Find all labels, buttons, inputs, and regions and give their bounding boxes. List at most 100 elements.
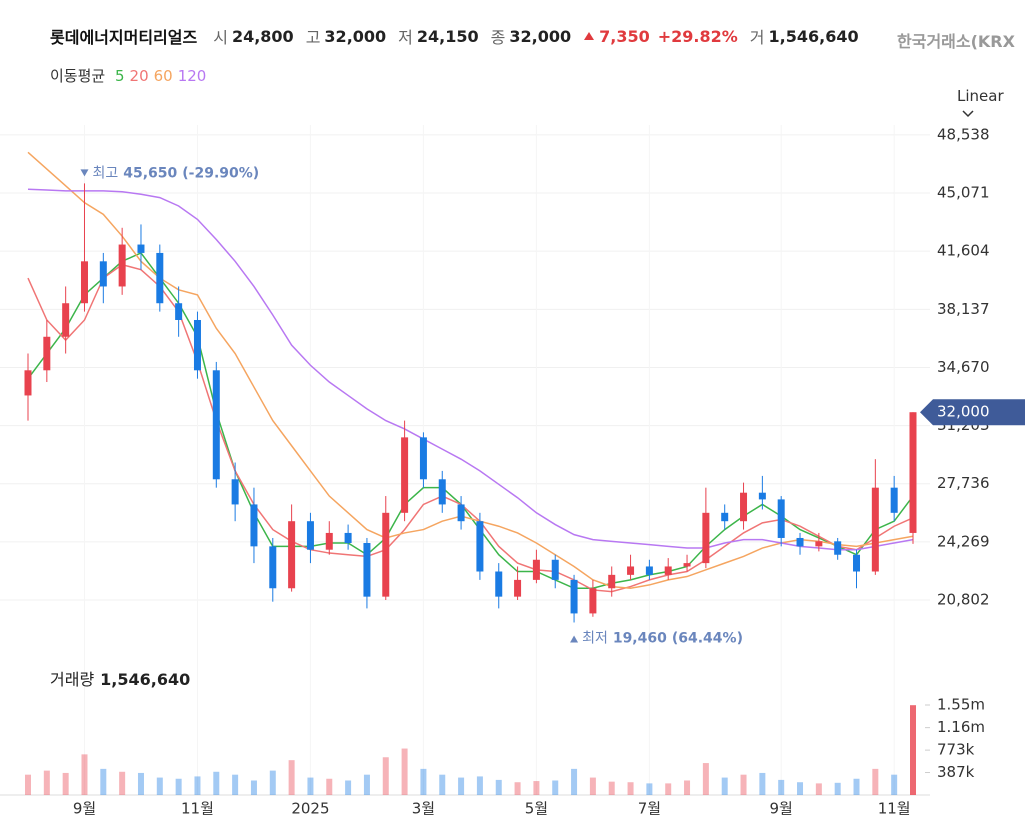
ma-legend-title: 이동평균 <box>50 67 106 85</box>
annotation-label: 45,650 <box>123 165 177 181</box>
candle-body <box>288 521 296 589</box>
volume-bar <box>175 778 182 795</box>
annotation-label: 19,460 <box>613 630 667 646</box>
volume-title: 거래량 1,546,640 <box>50 670 190 689</box>
change-pct: +29.82% <box>657 26 738 46</box>
volume-bar <box>514 782 521 795</box>
candle-body <box>758 492 766 500</box>
annotation-arrow <box>80 169 89 177</box>
volume-bar <box>100 768 107 795</box>
candle-body <box>457 504 465 522</box>
candle-body <box>683 563 691 567</box>
volume-bar <box>778 779 785 795</box>
volume-bar <box>853 778 860 795</box>
candle-body <box>306 521 314 550</box>
volume-bar <box>646 783 653 795</box>
volume-bar <box>910 705 916 795</box>
volume-bar <box>119 771 126 795</box>
candle-body <box>137 244 145 253</box>
candle-body <box>344 532 352 543</box>
candle-body <box>796 537 804 547</box>
volume-bar <box>552 780 559 795</box>
y-tick-label: 20,802 <box>937 590 990 608</box>
volume-bar <box>194 776 201 795</box>
candle-body <box>608 574 616 589</box>
stock-name: 롯데에너지머티리얼즈 <box>50 28 198 47</box>
volume-bar <box>43 770 50 795</box>
ma-legend-entry: 5 <box>114 67 125 85</box>
volume-bar <box>740 774 747 795</box>
chevron <box>962 110 974 118</box>
candle-body <box>627 566 635 575</box>
candle-body <box>702 512 710 564</box>
candle-body <box>853 554 861 572</box>
candle-body <box>495 571 503 597</box>
volume-bar <box>156 777 163 795</box>
x-tick-label: 11월 <box>878 800 911 818</box>
stat-label: 고 <box>305 28 321 47</box>
y-tick-label: 24,269 <box>937 532 990 550</box>
candle-body <box>99 261 107 287</box>
candle-body <box>551 559 559 580</box>
stat-value: 24,150 <box>416 26 479 46</box>
x-tick-label: 9월 <box>770 800 793 818</box>
annotation-prefix: 최저 <box>582 630 608 646</box>
stat-value: 32,000 <box>509 26 572 46</box>
candle-body <box>193 319 201 371</box>
y-tick-label: 34,670 <box>937 358 990 376</box>
candle-body <box>269 546 277 589</box>
scale-label: Linear <box>957 87 1004 105</box>
volume-bar <box>476 776 483 795</box>
annotation: 최고 45,650 (-29.90%) <box>92 165 259 181</box>
candle-body <box>156 252 164 304</box>
ma-line <box>27 188 914 551</box>
volume-bar <box>533 781 540 795</box>
volume-bar <box>589 777 596 795</box>
ma-legend-entry: 120 <box>177 67 207 85</box>
up-arrow <box>584 32 595 40</box>
candle-body <box>43 336 51 371</box>
stat-value: 1,546,640 <box>768 26 859 46</box>
volume-bar <box>345 780 352 795</box>
candle-body <box>363 542 371 597</box>
x-tick-label: 11월 <box>181 800 214 818</box>
candle-body <box>909 412 917 533</box>
ma-line <box>27 252 914 590</box>
scale-selector[interactable]: Linear <box>957 87 1025 123</box>
candle-body <box>871 487 879 572</box>
x-tick-label: 5월 <box>525 800 548 818</box>
volume-bar <box>363 774 370 795</box>
volume-bar <box>702 763 709 795</box>
volume-bar <box>891 774 898 795</box>
stat-label: 시 <box>213 28 228 47</box>
volume-bar <box>458 777 465 795</box>
volume-bar <box>288 760 295 795</box>
x-tick-label: 7월 <box>638 800 661 818</box>
candle-body <box>419 437 427 480</box>
candle-body <box>382 512 390 597</box>
volume-bar <box>872 768 879 795</box>
candle-body <box>231 479 239 505</box>
y-tick-label: 48,538 <box>937 125 990 143</box>
ma-legend: 이동평균 5 20 60 120 <box>50 65 211 86</box>
header: 롯데에너지머티리얼즈 시 24,800 고 32,000 저 24,150 종 32,0… <box>50 24 871 48</box>
stat-label: 저 <box>398 28 413 47</box>
candle-body <box>62 303 70 337</box>
annotation-prefix: 최고 <box>92 165 118 181</box>
candle-body <box>24 370 32 396</box>
volume-bar <box>684 780 691 795</box>
candle-body <box>645 566 653 575</box>
volume-bar <box>834 782 841 795</box>
candle-body <box>438 479 446 505</box>
annotation-arrow <box>570 635 579 643</box>
price-tag-bg <box>920 399 1025 426</box>
volume-title-label: 거래량 <box>50 670 94 689</box>
candle-body <box>476 521 484 572</box>
ma-legend-entry: 60 <box>153 67 173 85</box>
volume-bar <box>269 770 276 795</box>
candle-body <box>570 579 578 614</box>
volume-bar <box>25 774 31 795</box>
volume-bar <box>382 757 389 795</box>
volume-bar <box>571 768 578 795</box>
